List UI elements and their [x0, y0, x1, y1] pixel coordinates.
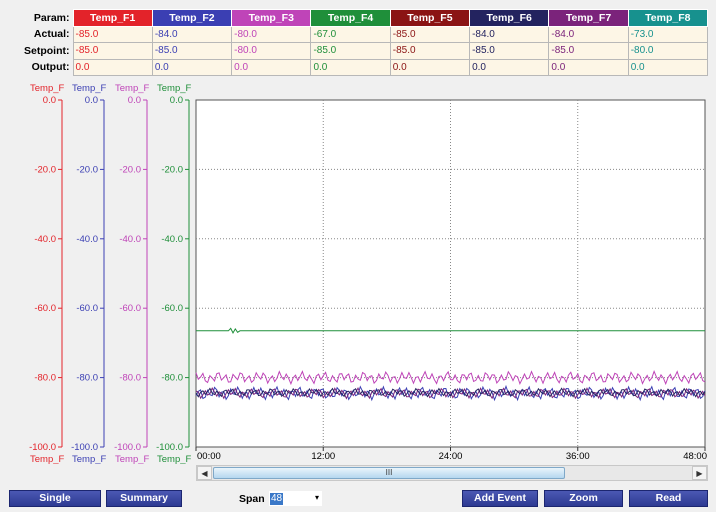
y-tick-label: -100.0: [29, 442, 56, 453]
output-row-label: Output:: [4, 59, 73, 76]
time-scrollbar[interactable]: ◀ III ▶: [196, 465, 708, 481]
summary-button[interactable]: Summary: [106, 490, 182, 507]
trend-chart-svg: 00:00 12:00 24:00 36:00 48:00Temp_FTemp_F0.0…: [29, 83, 707, 464]
setpoint-value-4: -85.0: [310, 42, 391, 60]
actual-row-label: Actual:: [4, 26, 73, 43]
y-tick-label: 0.0: [128, 95, 141, 106]
y-tick-label: -20.0: [34, 164, 56, 175]
actual-value-7: -84.0: [548, 25, 629, 43]
y-tick-label: -60.0: [161, 303, 183, 314]
y-tick-label: 0.0: [170, 95, 183, 106]
x-tick-label: 12:00: [311, 451, 335, 462]
actual-value-4: -67.0: [310, 25, 391, 43]
span-select[interactable]: 48 ▾: [268, 490, 323, 507]
setpoint-row: Setpoint: -85.0 -85.0 -80.0 -85.0 -85.0 -85.0…: [4, 42, 709, 60]
output-value-7: 0.0: [548, 58, 629, 76]
output-value-4: 0.0: [310, 58, 391, 76]
channel-header-1: Temp_F1: [72, 9, 153, 27]
span-value[interactable]: 48: [270, 493, 284, 505]
y-axis-top-label: Temp_F: [72, 83, 107, 94]
y-tick-label: -20.0: [119, 164, 141, 175]
y-tick-label: -80.0: [161, 373, 183, 384]
chevron-down-icon[interactable]: ▾: [314, 493, 319, 502]
channel-header-8: Temp_F8: [627, 9, 709, 27]
setpoint-row-label: Setpoint:: [4, 42, 73, 59]
span-label: Span: [239, 493, 265, 505]
output-row: Output: 0.0 0.0 0.0 0.0 0.0 0.0 0.0 0.0: [4, 58, 709, 76]
setpoint-value-3: -80.0: [231, 42, 312, 60]
y-axis-bottom-label: Temp_F: [157, 454, 192, 464]
parameter-table: Param: Temp_F1 Temp_F2 Temp_F3 Temp_F4 Temp_…: [4, 9, 709, 76]
y-tick-label: -20.0: [76, 164, 98, 175]
y-tick-label: -100.0: [156, 442, 183, 453]
y-tick-label: 0.0: [85, 95, 98, 106]
y-axis-bottom-label: Temp_F: [30, 454, 65, 464]
output-value-1: 0.0: [72, 58, 153, 76]
y-tick-label: -80.0: [119, 373, 141, 384]
actual-value-8: -73.0: [627, 25, 709, 43]
y-tick-label: 0.0: [43, 95, 56, 106]
actual-value-6: -84.0: [469, 25, 550, 43]
x-tick-label: 36:00: [566, 451, 590, 462]
single-button[interactable]: Single: [9, 490, 101, 507]
channel-header-2: Temp_F2: [151, 9, 233, 27]
param-row: Param: Temp_F1 Temp_F2 Temp_F3 Temp_F4 Temp_…: [4, 9, 709, 27]
actual-value-1: -85.0: [72, 25, 153, 43]
scroll-right-arrow-icon[interactable]: ▶: [692, 466, 707, 480]
actual-row: Actual: -85.0 -84.0 -80.0 -67.0 -85.0 -84.0 -8…: [4, 25, 709, 43]
channel-header-6: Temp_F6: [469, 9, 550, 27]
series-line-5: [195, 387, 706, 398]
y-axis-bottom-label: Temp_F: [115, 454, 150, 464]
channel-header-4: Temp_F4: [310, 9, 391, 27]
y-tick-label: -80.0: [34, 373, 56, 384]
y-tick-label: -100.0: [71, 442, 98, 453]
y-tick-label: -80.0: [76, 373, 98, 384]
trend-chart[interactable]: 00:00 12:00 24:00 36:00 48:00 Temp_F Temp_F 0.0…: [0, 82, 716, 464]
output-value-2: 0.0: [151, 58, 233, 76]
y-axis-top-label: Temp_F: [157, 83, 192, 94]
y-axis-top-label: Temp_F: [115, 83, 150, 94]
scroll-left-arrow-icon[interactable]: ◀: [197, 466, 212, 480]
scrollbar-thumb[interactable]: III: [213, 467, 565, 479]
setpoint-value-5: -85.0: [389, 42, 471, 60]
output-value-6: 0.0: [469, 58, 550, 76]
y-tick-label: -60.0: [34, 303, 56, 314]
y-tick-label: -40.0: [119, 234, 141, 245]
y-tick-label: -20.0: [161, 164, 183, 175]
channel-header-3: Temp_F3: [231, 9, 312, 27]
zoom-button[interactable]: Zoom: [544, 490, 623, 507]
add-event-button[interactable]: Add Event: [462, 490, 538, 507]
read-button[interactable]: Read: [629, 490, 708, 507]
setpoint-value-8: -80.0: [627, 42, 709, 60]
actual-value-3: -80.0: [231, 25, 312, 43]
series-line-2: [195, 370, 706, 386]
series-line-1: [196, 327, 705, 334]
y-tick-label: -40.0: [161, 234, 183, 245]
y-tick-label: -40.0: [34, 234, 56, 245]
param-row-label: Param:: [4, 9, 73, 26]
channel-header-7: Temp_F7: [548, 9, 629, 27]
channel-header-5: Temp_F5: [389, 9, 471, 27]
setpoint-value-1: -85.0: [72, 42, 153, 60]
y-axis-bottom-label: Temp_F: [72, 454, 107, 464]
series-line-4: [195, 386, 706, 400]
output-value-8: 0.0: [627, 58, 709, 76]
x-tick-label: 48:00: [683, 451, 707, 462]
setpoint-value-7: -85.0: [548, 42, 629, 60]
actual-value-2: -84.0: [151, 25, 233, 43]
y-axis-top-label: Temp_F: [30, 83, 65, 94]
y-tick-label: -100.0: [114, 442, 141, 453]
y-tick-label: -40.0: [76, 234, 98, 245]
setpoint-value-2: -85.0: [151, 42, 233, 60]
output-value-3: 0.0: [231, 58, 312, 76]
y-tick-label: -60.0: [76, 303, 98, 314]
y-tick-label: -60.0: [119, 303, 141, 314]
x-tick-label: 24:00: [439, 451, 463, 462]
output-value-5: 0.0: [389, 58, 471, 76]
setpoint-value-6: -85.0: [469, 42, 550, 60]
x-tick-label: 00:00: [197, 451, 221, 462]
actual-value-5: -85.0: [389, 25, 471, 43]
